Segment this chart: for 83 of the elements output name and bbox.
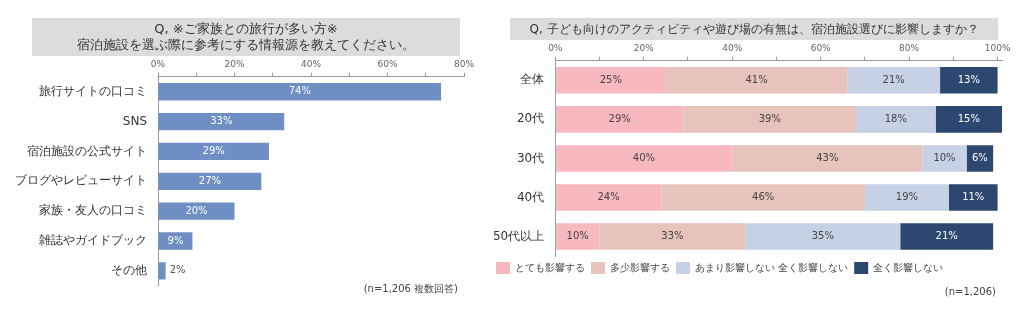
legend-label: 全く影響しない bbox=[873, 261, 944, 273]
data-label: 18% bbox=[884, 112, 907, 124]
y-tick-label: ブログやレビューサイト bbox=[15, 173, 147, 188]
bar bbox=[900, 223, 994, 250]
data-label: 9% bbox=[167, 234, 184, 246]
bar bbox=[847, 67, 941, 94]
y-tick-label: 50代以上 bbox=[492, 228, 545, 243]
bar bbox=[940, 67, 998, 94]
x-tick-label: 20% bbox=[633, 42, 655, 53]
data-label: 43% bbox=[816, 151, 839, 163]
x-tick-label: 80% bbox=[899, 42, 920, 53]
y-tick-label: 40代 bbox=[516, 189, 545, 204]
x-tick-label: 40% bbox=[722, 42, 743, 53]
x-tick-label: 20% bbox=[224, 58, 245, 69]
legend-label: とても影響する bbox=[515, 261, 585, 273]
data-label: 21% bbox=[882, 73, 905, 85]
x-tick-label: 80% bbox=[453, 58, 475, 69]
bar bbox=[683, 106, 857, 133]
text: (n=1,206) bbox=[943, 286, 996, 297]
data-label: 74% bbox=[288, 85, 311, 97]
bar bbox=[158, 142, 269, 161]
bar bbox=[555, 223, 600, 250]
bar bbox=[555, 145, 733, 172]
data-label: 27% bbox=[198, 174, 221, 186]
chart-title: Q, 子ども向けのアクティビティや遊び場の有無は、宿泊施設選びに影響しますか？ bbox=[510, 18, 998, 40]
x-tick-label: 100% bbox=[984, 42, 1011, 53]
data-label: 10% bbox=[566, 230, 589, 242]
y-tick-label: 30代 bbox=[516, 150, 545, 165]
data-label: 6% bbox=[971, 151, 988, 163]
bar bbox=[665, 67, 848, 94]
bar bbox=[555, 184, 662, 211]
data-label: 20% bbox=[185, 204, 208, 216]
data-label: 2% bbox=[169, 264, 186, 276]
y-tick-label: SNS bbox=[122, 113, 147, 128]
bar bbox=[599, 223, 746, 250]
data-label: 25% bbox=[599, 73, 622, 85]
x-tick-label: 60% bbox=[377, 58, 398, 69]
data-label: 15% bbox=[957, 112, 980, 124]
y-tick-label: 家族・友人の口コミ bbox=[39, 203, 147, 218]
x-tick-label: 0% bbox=[150, 58, 166, 69]
bar bbox=[856, 106, 936, 133]
y-tick-label: 全体 bbox=[520, 72, 545, 87]
annotation: (n=1,206 複数回答) bbox=[362, 282, 458, 296]
chart-title: Q, ※ご家族との旅行が多い方※ 宿泊施設を選ぶ際に参考にする情報源を教えてください。 bbox=[32, 18, 460, 56]
y-tick-label: その他 bbox=[111, 263, 147, 277]
bar bbox=[922, 145, 967, 172]
x-tick-label: 0% bbox=[548, 42, 563, 53]
x-tick-label: 40% bbox=[300, 58, 322, 69]
bar bbox=[158, 202, 235, 220]
bar bbox=[158, 83, 442, 101]
bar bbox=[555, 67, 666, 94]
y-tick-label: 雑誌やガイドブック bbox=[39, 233, 147, 248]
data-label: 46% bbox=[752, 191, 775, 203]
data-label: 35% bbox=[811, 230, 834, 242]
y-tick-label: 宿泊施設の公式サイト bbox=[27, 143, 147, 158]
data-label: 10% bbox=[933, 151, 956, 163]
data-label: 41% bbox=[745, 73, 768, 85]
legend-label: 多少影響する bbox=[610, 261, 670, 273]
bar bbox=[745, 223, 901, 250]
bar bbox=[864, 184, 949, 211]
y-tick-label: 20代 bbox=[516, 111, 545, 126]
data-label: 13% bbox=[957, 73, 980, 85]
bar bbox=[732, 145, 923, 172]
data-label: 19% bbox=[895, 191, 919, 203]
legend-label: あまり影響しない 全く影響しない bbox=[695, 261, 849, 273]
bar bbox=[158, 172, 262, 190]
x-tick-label: 60% bbox=[810, 42, 832, 53]
bar bbox=[158, 112, 285, 131]
data-label: 40% bbox=[632, 151, 656, 163]
bar bbox=[935, 106, 1002, 133]
data-label: 21% bbox=[935, 230, 958, 242]
data-label: 33% bbox=[661, 230, 684, 242]
data-label: 11% bbox=[962, 191, 985, 203]
bar bbox=[948, 184, 998, 211]
bar bbox=[158, 262, 166, 280]
data-label: 29% bbox=[202, 145, 225, 157]
data-label: 39% bbox=[758, 112, 781, 124]
data-label: 24% bbox=[597, 191, 620, 203]
y-tick-label: 旅行サイトの口コミ bbox=[39, 83, 147, 98]
bar bbox=[661, 184, 865, 211]
data-label: 29% bbox=[608, 112, 631, 124]
bar bbox=[555, 106, 684, 133]
data-label: 33% bbox=[210, 115, 233, 127]
